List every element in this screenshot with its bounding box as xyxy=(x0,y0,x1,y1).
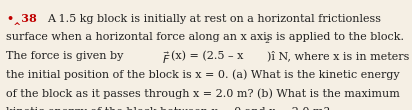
Text: surface when a horizontal force along an x axis is applied to the block.: surface when a horizontal force along an… xyxy=(6,32,404,42)
Text: of the block as it passes through x = 2.0 m? (b) What is the maximum: of the block as it passes through x = 2.… xyxy=(6,88,400,99)
Text: kinetic energy of the block between x = 0 and x = 2.0 m?: kinetic energy of the block between x = … xyxy=(6,107,330,110)
Text: 2: 2 xyxy=(265,37,269,45)
Text: the initial position of the block is x = 0. (a) What is the kinetic energy: the initial position of the block is x =… xyxy=(6,69,400,80)
Text: A 1.5 kg block is initially at rest on a horizontal frictionless: A 1.5 kg block is initially at rest on a… xyxy=(47,14,382,24)
Text: $\vec{F}$: $\vec{F}$ xyxy=(162,51,171,66)
Text: •‸38: •‸38 xyxy=(6,14,37,25)
Text: The force is given by: The force is given by xyxy=(6,51,127,61)
Text: (x) = (2.5 – x: (x) = (2.5 – x xyxy=(171,51,243,61)
Text: )î N, where x is in meters and: )î N, where x is in meters and xyxy=(267,51,412,61)
